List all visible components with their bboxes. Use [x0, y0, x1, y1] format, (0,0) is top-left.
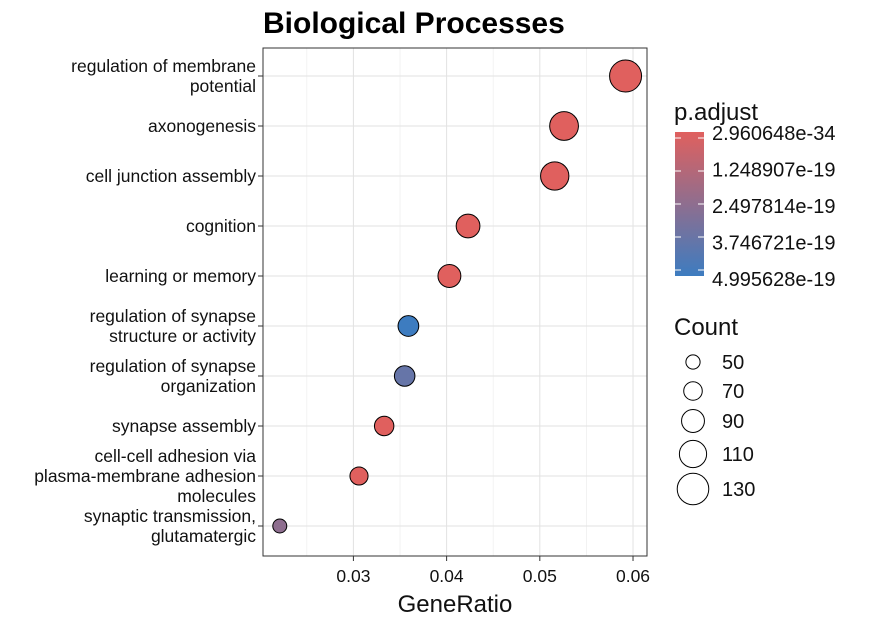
y-tick-label: synapse assembly — [112, 416, 256, 436]
y-tick-label: synaptic transmission, glutamatergic — [84, 506, 256, 546]
x-tick-label: 0.05 — [523, 566, 557, 586]
colorbar-label: 2.960648e-34 — [712, 123, 835, 145]
size-legend-label: 70 — [722, 381, 744, 403]
data-point — [272, 518, 288, 534]
y-tick-label: cognition — [186, 216, 256, 236]
plot-border — [262, 47, 648, 557]
y-axis: regulation of membrane potential axonogene… — [34, 56, 263, 546]
x-tick-label: 0.03 — [336, 566, 370, 586]
size-legend-label: 110 — [722, 444, 754, 466]
data-point — [549, 111, 579, 141]
size-legend-label: 50 — [722, 352, 744, 374]
plot-panel — [263, 48, 647, 556]
data-point — [349, 466, 369, 486]
chart-title: Biological Processes — [263, 7, 565, 40]
data-point — [540, 161, 570, 191]
size-legend-key — [683, 381, 703, 401]
data-point — [455, 213, 481, 239]
y-tick-label: cell-cell adhesion via plasma-membrane ad… — [34, 446, 256, 506]
colorbar-label: 1.248907e-19 — [712, 160, 835, 182]
data-point — [397, 315, 420, 337]
size-legend: Count 50 70 90 110 130 — [674, 314, 755, 506]
data-point — [437, 264, 462, 288]
size-legend-label: 90 — [722, 411, 744, 433]
data-point — [393, 365, 416, 387]
y-tick-label: regulation of synapse structure or activi… — [90, 306, 257, 346]
size-legend-key — [676, 472, 710, 506]
size-legend-label: 130 — [722, 479, 755, 501]
data-points — [272, 59, 643, 534]
size-legend-key — [681, 409, 705, 433]
data-point — [373, 415, 395, 437]
x-axis: 0.03 0.04 0.05 0.06 — [336, 556, 650, 586]
x-tick-label: 0.06 — [616, 566, 650, 586]
color-legend: p.adjust 2.960648e-34 1.248907e-19 2.49781… — [674, 99, 835, 291]
x-axis-title: GeneRatio — [398, 591, 513, 618]
size-legend-key — [685, 354, 701, 370]
x-tick-label: 0.04 — [430, 566, 464, 586]
size-legend-title: Count — [674, 314, 738, 341]
size-legend-key — [678, 439, 708, 469]
colorbar-label: 2.497814e-19 — [712, 196, 835, 218]
data-point — [609, 59, 643, 93]
y-tick-label: regulation of membrane potential — [71, 56, 256, 96]
color-legend-title: p.adjust — [674, 99, 758, 126]
y-tick-label: learning or memory — [105, 266, 256, 286]
colorbar-label: 4.995628e-19 — [712, 269, 835, 291]
colorbar-label: 3.746721e-19 — [712, 233, 835, 255]
y-tick-label: axonogenesis — [148, 116, 256, 136]
y-tick-label: regulation of synapse organization — [90, 356, 256, 396]
y-tick-label: cell junction assembly — [86, 166, 256, 186]
